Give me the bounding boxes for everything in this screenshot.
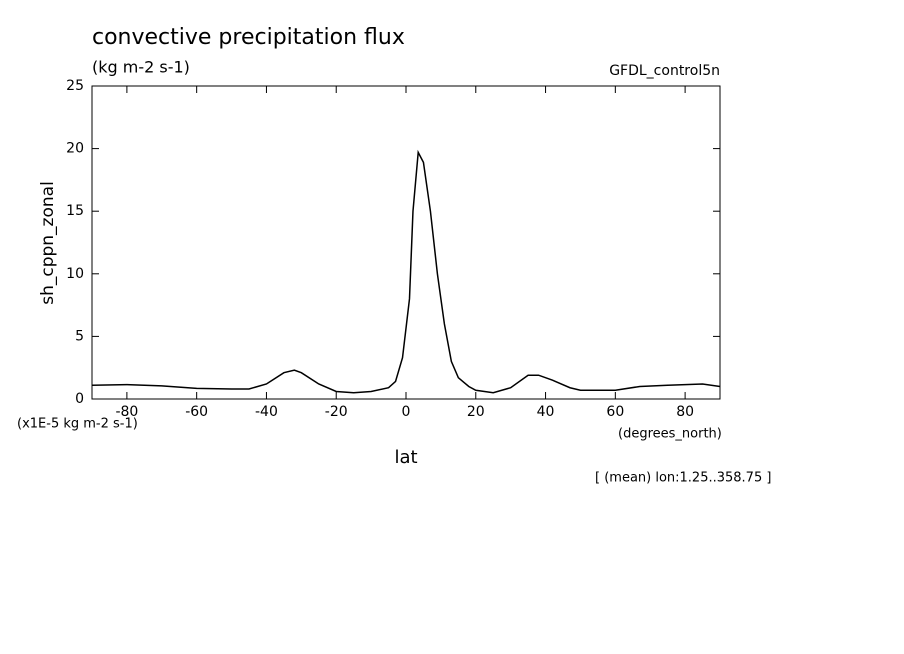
y-tick-label: 5 [75,328,84,344]
y-axis-label: sh_cppn_zonal [38,181,58,305]
plot-frame [91,85,721,400]
x-unit-label: (degrees_north) [618,427,722,442]
y-tick-label: 25 [66,78,84,94]
x-axis-label: lat [394,447,417,468]
x-tick-label: -20 [325,404,348,420]
x-tick-label: 80 [676,404,694,420]
y-unit-label: (x1E-5 kg m-2 s-1) [17,417,138,432]
data-line [91,149,721,394]
y-tick-label: 0 [75,391,84,407]
y-tick-label: 20 [66,141,84,157]
annotation: [ (mean) lon:1.25..358.75 ] [595,471,771,486]
y-tick-label: 10 [66,266,84,282]
x-tick-label: 0 [402,404,411,420]
x-tick-label: -80 [115,404,138,420]
x-tick-label: 20 [467,404,485,420]
x-tick-label: 60 [606,404,624,420]
source-label: GFDL_control5n [609,63,720,79]
chart-subtitle: (kg m-2 s-1) [92,58,190,77]
x-tick-label: -40 [255,404,278,420]
y-tick-label: 15 [66,203,84,219]
chart-title: convective precipitation flux [92,25,405,50]
x-tick-label: -60 [185,404,208,420]
x-tick-label: 40 [537,404,555,420]
